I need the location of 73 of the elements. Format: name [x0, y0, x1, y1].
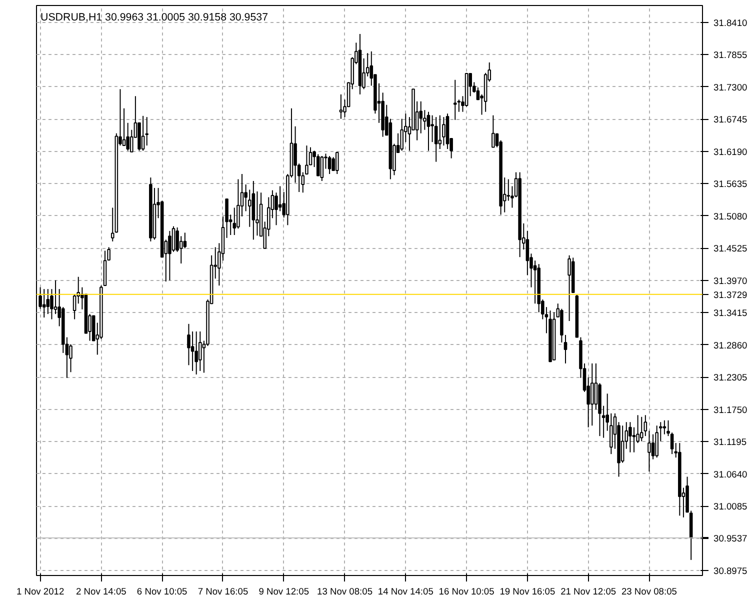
candlestick — [42, 288, 46, 318]
x-tick-label: 23 Nov 08:05 — [621, 586, 677, 596]
candlestick — [648, 430, 651, 472]
candlestick — [426, 111, 430, 152]
y-tick-label: 31.1750 — [714, 404, 748, 415]
candlestick — [453, 79, 457, 120]
candlestick — [492, 114, 495, 148]
candlestick — [457, 99, 461, 112]
y-tick-label: 31.1195 — [714, 437, 747, 448]
candlestick — [533, 260, 537, 304]
candlestick — [632, 426, 636, 453]
candlestick — [194, 330, 198, 375]
candlestick — [339, 94, 343, 120]
y-tick-label: 31.2860 — [714, 340, 748, 350]
candlestick — [168, 230, 172, 281]
candlestick — [640, 416, 644, 442]
candlestick — [183, 232, 187, 249]
y-tick-label: 31.7855 — [714, 50, 748, 60]
candlestick — [662, 420, 666, 435]
y-tick-label: 31.3970 — [714, 276, 748, 286]
candlestick — [590, 362, 594, 426]
candlestick — [278, 186, 282, 212]
y-tick-label: 31.8410 — [714, 18, 748, 28]
candlestick — [644, 414, 648, 437]
candlestick — [110, 207, 114, 242]
candlestick — [308, 146, 312, 166]
candlestick — [72, 294, 76, 320]
x-tick-label: 16 Nov 10:05 — [438, 586, 494, 596]
candlestick — [651, 434, 655, 460]
x-tick-label: 13 Nov 08:05 — [317, 586, 373, 596]
y-tick-label: 31.4525 — [714, 244, 748, 254]
y-tick-label: 31.2305 — [714, 372, 748, 383]
candlestick — [320, 155, 324, 182]
y-tick-label: 31.0085 — [714, 502, 748, 512]
candlestick — [442, 116, 446, 146]
x-tick-label: 7 Nov 16:05 — [198, 586, 248, 596]
candlestick — [336, 151, 339, 174]
ref-line-label: 30.9537 — [714, 533, 748, 544]
candlestick — [198, 330, 202, 372]
candlestick — [438, 114, 442, 150]
candlestick — [316, 154, 320, 176]
candlestick — [190, 330, 194, 372]
candlestick — [568, 254, 571, 322]
candlestick — [620, 425, 624, 464]
x-tick-label: 9 Nov 12:05 — [258, 586, 310, 596]
y-tick-label: 30.8975 — [714, 566, 748, 576]
y-tick-label: 31.0640 — [714, 469, 748, 480]
candlestick — [122, 108, 126, 146]
x-tick-label: 21 Nov 12:05 — [560, 586, 616, 596]
candlestick — [172, 226, 176, 252]
y-tick-label: 31.6190 — [714, 146, 748, 157]
x-tick-label: 14 Nov 14:05 — [378, 586, 434, 596]
x-tick-label: 2 Nov 14:05 — [76, 586, 126, 596]
candlestick — [564, 334, 568, 364]
candlestick — [655, 425, 658, 458]
y-tick-label: 31.3415 — [714, 308, 748, 318]
y-tick-label: 31.6745 — [714, 114, 748, 125]
y-tick-label: 31.5635 — [714, 179, 748, 190]
candlestick — [141, 115, 145, 152]
candlestick — [434, 116, 438, 162]
ref-line-label: 31.3729 — [714, 290, 748, 300]
y-tick-label: 31.5080 — [714, 211, 748, 222]
candlestick — [476, 86, 480, 100]
y-tick-label: 31.7300 — [714, 82, 748, 92]
x-tick-label: 19 Nov 16:05 — [500, 586, 556, 596]
candlestick — [670, 432, 674, 455]
candlestick — [328, 155, 332, 174]
candlestick — [46, 288, 50, 315]
candlestick — [628, 422, 632, 453]
x-tick-label: 6 Nov 10:05 — [136, 586, 188, 596]
candlestick — [54, 280, 58, 315]
x-tick-label: 1 Nov 2012 — [16, 586, 64, 596]
text: USDRUB,H1 30.9963 31.0005 30.9158 30.9537 — [40, 12, 268, 24]
